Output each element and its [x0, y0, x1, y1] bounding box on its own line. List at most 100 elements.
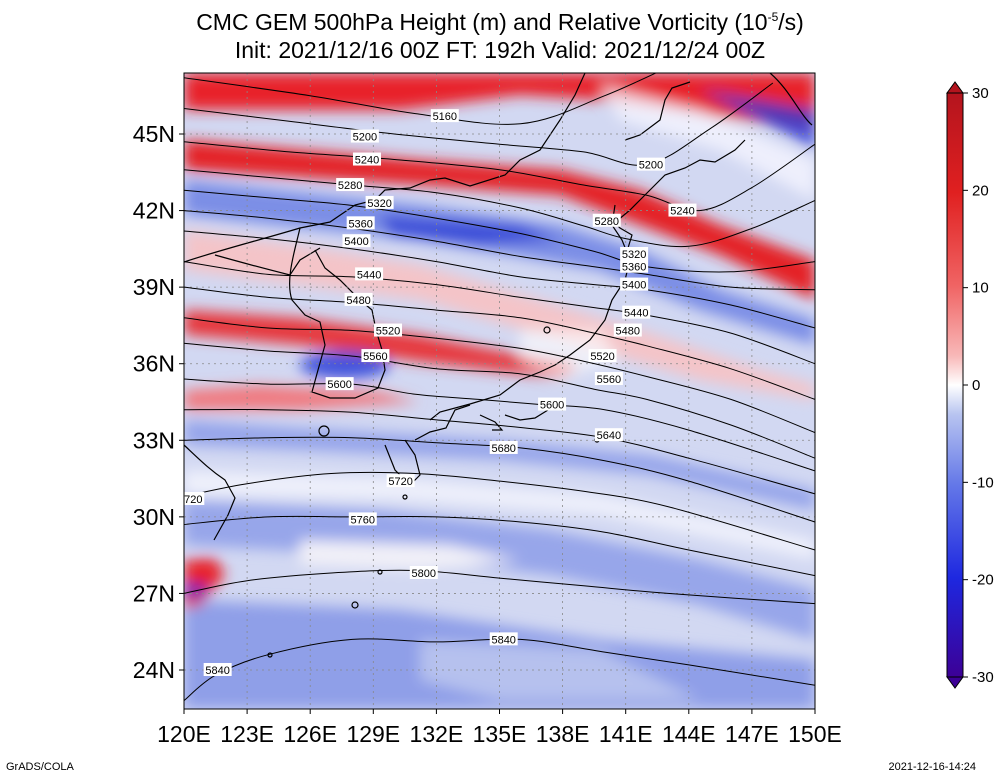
height-contour-5400 — [184, 230, 815, 329]
contour-label-bg — [409, 566, 438, 580]
contour-label: 5360 — [348, 218, 372, 230]
contour-label: 5600 — [327, 379, 351, 391]
lat-label: 39N — [133, 274, 175, 300]
height-contour-5360 — [184, 210, 815, 291]
height-contour-5480 — [184, 286, 815, 400]
lat-label: 27N — [133, 580, 175, 606]
map-grid — [184, 73, 815, 709]
colorbar-label: -20 — [972, 572, 994, 589]
contour-label-bg — [620, 259, 649, 273]
contour-label-bg — [374, 323, 403, 337]
contour-label: 5400 — [622, 280, 646, 292]
height-contour-5760 — [184, 515, 815, 577]
colorbar: 30 20 10 0 -10 -20 -30 — [946, 81, 994, 689]
height-contour-5240 — [184, 141, 815, 212]
height-contour-5800 — [184, 569, 815, 605]
contour-label-bg — [325, 377, 354, 391]
lat-label: 42N — [133, 198, 175, 224]
contour-label: 5520 — [590, 351, 614, 363]
colorbar-label: -30 — [972, 669, 994, 686]
contour-label: 5720 — [388, 476, 412, 488]
lon-label: 147E — [725, 721, 779, 747]
contour-label-bg — [430, 109, 459, 123]
contour-label: 5240 — [670, 206, 694, 218]
contour-label: 5840 — [205, 665, 229, 677]
lon-label: 132E — [410, 721, 464, 747]
contour-label-bg — [348, 512, 377, 526]
contour-label-bg — [352, 152, 381, 166]
height-contour-5280 — [184, 169, 815, 248]
axis-ticks — [179, 133, 816, 714]
longitude-labels: 120E 123E 126E 129E 132E 135E 138E 141E 144E 147E… — [157, 721, 842, 747]
contour-label: 5560 — [597, 374, 621, 386]
contour-label: 5720 — [178, 494, 202, 506]
contour-label: 5200 — [639, 160, 663, 172]
contour-label-bg — [350, 129, 379, 143]
contour-label: 5280 — [595, 216, 619, 228]
contour-label-bg — [636, 157, 665, 171]
contour-label-bg — [344, 292, 373, 306]
chart-title-line1: CMC GEM 500hPa Height (m) and Relative V… — [196, 9, 804, 35]
colorbar-label: 30 — [972, 85, 989, 102]
contour-label: 5400 — [344, 236, 368, 248]
lat-label: 33N — [133, 427, 175, 453]
height-contour-5320 — [184, 189, 815, 273]
lon-label: 126E — [283, 721, 337, 747]
height-contour-5200 — [184, 82, 774, 166]
contour-label-bg — [355, 267, 384, 281]
contour-label-bg — [386, 474, 415, 488]
colorbar-bottom-arrow — [946, 676, 964, 689]
contour-label-bg — [184, 491, 205, 505]
contour-label: 5520 — [376, 326, 400, 338]
contour-label-bg — [538, 397, 567, 411]
colorbar-label: 20 — [972, 182, 989, 199]
contour-label-bg — [594, 428, 623, 442]
contour-label: 5160 — [433, 111, 457, 123]
contour-label: 5560 — [363, 351, 387, 363]
latitude-labels: 45N 42N 39N 36N 33N 30N 27N 24N — [133, 121, 175, 683]
contour-label-bg — [203, 663, 232, 676]
contour-label: 5480 — [616, 326, 640, 338]
colorbar-scale — [946, 92, 964, 678]
height-contour-5520 — [184, 317, 815, 434]
height-contour-5560 — [184, 342, 815, 459]
height-contour-5720 — [184, 471, 815, 551]
colorbar-label: 0 — [972, 377, 980, 394]
height-contour-5680 — [184, 436, 815, 523]
contour-label: 5600 — [540, 400, 564, 412]
contour-label: 5760 — [351, 514, 375, 526]
contour-label: 5840 — [491, 634, 515, 646]
contour-label: 5680 — [491, 443, 515, 455]
height-contour-5440 — [184, 261, 815, 365]
height-contour-5600 — [184, 378, 815, 472]
contour-label-bg — [588, 349, 617, 363]
contour-label: 5320 — [367, 198, 391, 210]
height-contour-5640 — [184, 408, 815, 495]
contour-label: 5800 — [412, 568, 436, 580]
contour-label: 5640 — [597, 430, 621, 442]
colorbar-top-arrow — [946, 81, 964, 94]
colorbar-label: -10 — [972, 474, 994, 491]
contour-label: 5200 — [353, 132, 377, 144]
height-contour-5840 — [184, 638, 815, 701]
contour-label: 5240 — [355, 155, 379, 167]
lon-label: 129E — [346, 721, 400, 747]
contour-label-bg — [361, 349, 390, 363]
contour-label: 5320 — [622, 249, 646, 261]
contour-label: 5360 — [622, 262, 646, 274]
contour-label-bg — [489, 632, 518, 646]
lat-label: 45N — [133, 121, 175, 147]
contour-label-bg — [342, 234, 371, 248]
contour-label-bg — [592, 213, 621, 227]
lat-label: 30N — [133, 504, 175, 530]
lon-label: 120E — [157, 721, 211, 747]
lon-label: 144E — [662, 721, 716, 747]
contour-label-bg — [668, 203, 697, 217]
contour-label-bg — [365, 195, 394, 209]
contour-label-bg — [336, 178, 365, 192]
contour-label-bg — [622, 305, 651, 319]
contour-label-bg — [620, 246, 649, 260]
vorticity-field — [184, 73, 815, 709]
lon-label: 138E — [536, 721, 590, 747]
